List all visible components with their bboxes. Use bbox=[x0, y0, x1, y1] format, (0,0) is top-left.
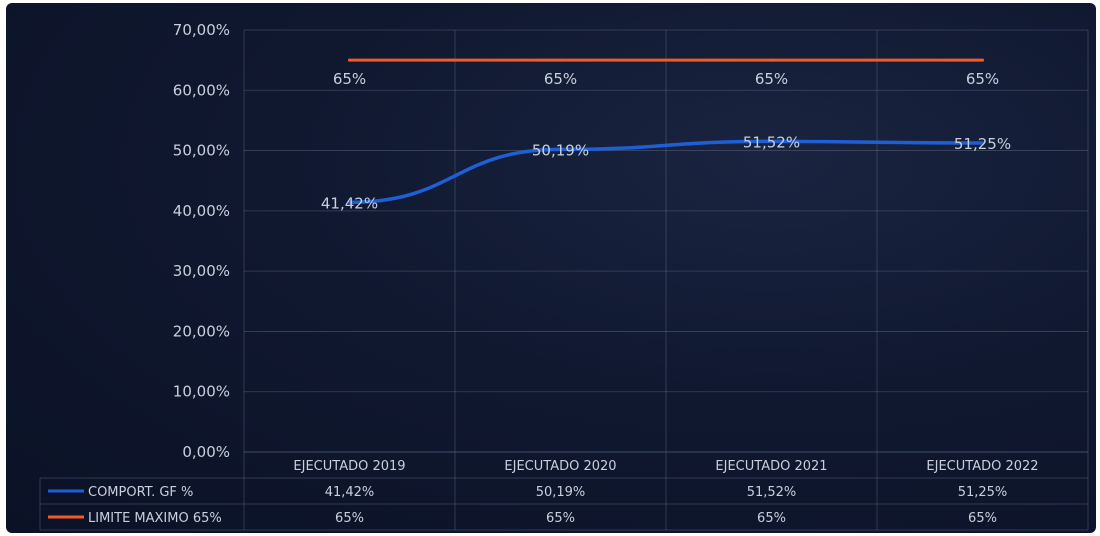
data-point bbox=[559, 147, 562, 151]
y-tick-label: 10,00% bbox=[173, 383, 230, 401]
data-label: 51,52% bbox=[743, 133, 800, 151]
table-value-cell: 51,25% bbox=[958, 485, 1008, 500]
data-label: 50,19% bbox=[532, 141, 589, 159]
data-label: 65% bbox=[333, 70, 366, 88]
table-header-cell: EJECUTADO 2022 bbox=[926, 459, 1038, 474]
table-value-cell: 65% bbox=[335, 511, 364, 526]
table-value-cell: 41,42% bbox=[325, 485, 375, 500]
table-header-cell: EJECUTADO 2021 bbox=[715, 459, 827, 474]
table-value-cell: 65% bbox=[968, 511, 997, 526]
chart-container: 0,00% 10,00% 20,00% 30,00% 40,00% 50,00% 60,00… bbox=[6, 3, 1096, 533]
y-tick-label: 0,00% bbox=[182, 443, 230, 461]
legend-label: COMPORT. GF % bbox=[88, 485, 193, 500]
data-label: 41,42% bbox=[321, 194, 378, 212]
data-label: 65% bbox=[544, 70, 577, 88]
table-value-cell: 50,19% bbox=[536, 485, 586, 500]
table-header-cell: EJECUTADO 2019 bbox=[293, 459, 405, 474]
series-line bbox=[347, 139, 985, 205]
data-point bbox=[348, 58, 351, 62]
table-value-cell: 51,52% bbox=[747, 485, 797, 500]
table-value-cell: 65% bbox=[546, 511, 575, 526]
y-tick-label: 70,00% bbox=[173, 21, 230, 39]
y-tick-label: 40,00% bbox=[173, 202, 230, 220]
y-tick-label: 50,00% bbox=[173, 142, 230, 160]
data-point bbox=[770, 139, 773, 143]
y-tick-label: 30,00% bbox=[173, 262, 230, 280]
data-label: 65% bbox=[966, 70, 999, 88]
table-header-cell: EJECUTADO 2020 bbox=[504, 459, 616, 474]
line-chart: 0,00% 10,00% 20,00% 30,00% 40,00% 50,00% 60,00… bbox=[39, 21, 1089, 531]
data-label: 51,25% bbox=[954, 135, 1011, 153]
y-tick-label: 20,00% bbox=[173, 322, 230, 340]
data-point bbox=[559, 58, 562, 62]
data-point bbox=[348, 200, 351, 204]
data-point bbox=[981, 58, 984, 62]
y-tick-label: 60,00% bbox=[173, 81, 230, 99]
data-point bbox=[981, 141, 984, 145]
data-point bbox=[770, 58, 773, 62]
legend-label: LIMITE MAXIMO 65% bbox=[88, 511, 222, 526]
table-value-cell: 65% bbox=[757, 511, 786, 526]
data-label: 65% bbox=[755, 70, 788, 88]
